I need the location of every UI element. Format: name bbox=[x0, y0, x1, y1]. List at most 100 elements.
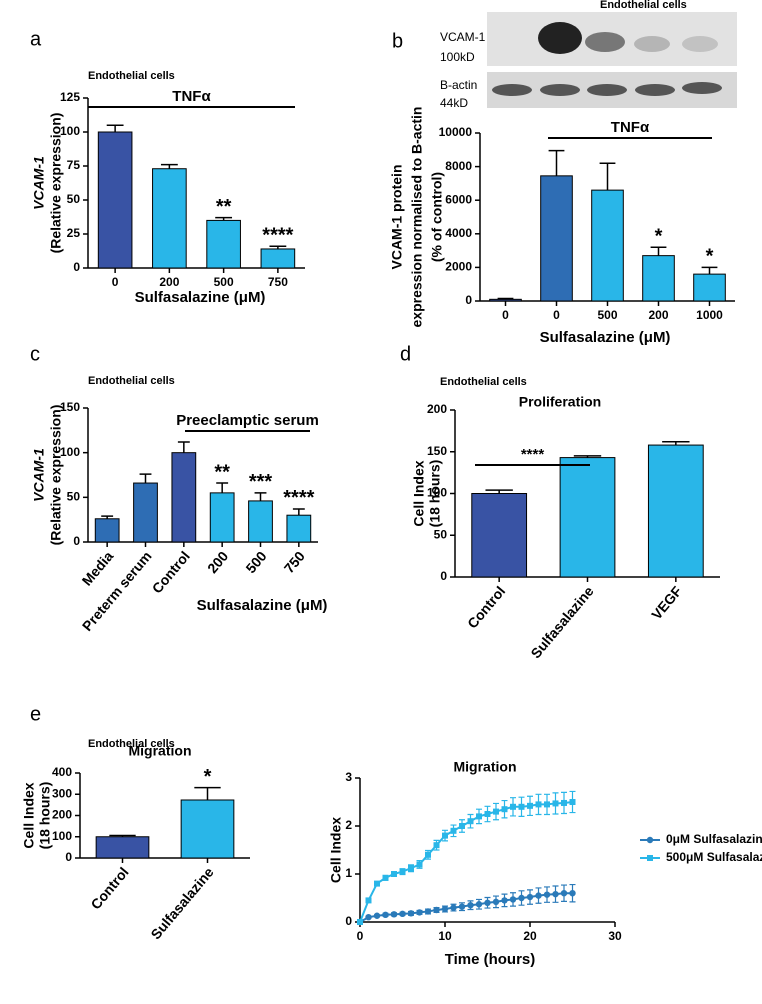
blot-band bbox=[682, 36, 718, 52]
header: Endothelial cells bbox=[88, 738, 175, 750]
y-tick-label: 1 bbox=[345, 866, 352, 880]
blot-band bbox=[587, 84, 627, 96]
point bbox=[552, 890, 559, 898]
blot-band bbox=[538, 22, 582, 54]
panel-label: a bbox=[30, 28, 42, 50]
bar bbox=[471, 493, 528, 578]
x-tick-label: 500 bbox=[597, 308, 617, 322]
blot-label: VCAM-1 bbox=[440, 30, 486, 44]
header: Endothelial cells bbox=[600, 0, 687, 11]
error-bar bbox=[177, 441, 190, 453]
point bbox=[425, 851, 431, 858]
y-axis-label: (Relative expression) bbox=[48, 405, 64, 546]
point bbox=[544, 801, 550, 808]
error-bar bbox=[216, 482, 229, 493]
point bbox=[467, 818, 474, 825]
significance: * bbox=[655, 226, 663, 248]
y-tick-label: 50 bbox=[67, 192, 81, 206]
y-axis-label: Cell Index bbox=[328, 817, 344, 883]
error-bar bbox=[160, 163, 178, 169]
bar bbox=[209, 492, 235, 543]
significance: ** bbox=[216, 196, 232, 218]
point bbox=[569, 890, 576, 897]
y-tick-label: 100 bbox=[60, 124, 80, 138]
y-tick-label: 0 bbox=[440, 569, 447, 583]
y-tick-label: 3 bbox=[345, 770, 352, 784]
point bbox=[484, 899, 491, 906]
bar bbox=[95, 836, 150, 859]
y-axis-label: Cell Index bbox=[21, 782, 37, 848]
x-tick-label: 500 bbox=[242, 548, 269, 576]
x-tick-label: Control bbox=[87, 864, 131, 912]
point bbox=[399, 910, 406, 918]
significance: * bbox=[706, 246, 714, 268]
point bbox=[382, 911, 389, 918]
bar bbox=[248, 500, 273, 543]
error-bar bbox=[292, 508, 305, 516]
x-tick-label: 750 bbox=[268, 275, 288, 289]
error-bar bbox=[573, 455, 602, 458]
panel-label: c bbox=[30, 343, 40, 365]
point bbox=[526, 893, 534, 901]
point bbox=[441, 905, 449, 913]
bar bbox=[206, 219, 241, 269]
y-tick-label: 0 bbox=[73, 534, 80, 548]
bracket-label: Preeclamptic serum bbox=[176, 412, 319, 429]
bracket-label: **** bbox=[521, 446, 545, 463]
point bbox=[458, 903, 466, 910]
error-bar bbox=[254, 492, 267, 501]
y-tick-label: 300 bbox=[52, 786, 72, 800]
x-tick-label: 20 bbox=[523, 929, 537, 943]
blot-band bbox=[682, 82, 722, 94]
point bbox=[433, 842, 440, 849]
bar bbox=[97, 131, 133, 269]
legend-marker bbox=[647, 855, 653, 861]
blot-band bbox=[540, 84, 580, 96]
y-axis-label: VCAM-1 protein bbox=[389, 165, 405, 270]
point bbox=[374, 880, 380, 887]
y-tick-label: 100 bbox=[60, 445, 80, 459]
point bbox=[391, 871, 397, 877]
y-axis-label: (% of control) bbox=[429, 172, 445, 262]
point bbox=[518, 894, 525, 902]
legend-label: 500μM Sulfasalazine bbox=[666, 850, 762, 864]
bar bbox=[94, 518, 120, 543]
legend-marker bbox=[646, 836, 654, 844]
error-bar bbox=[106, 124, 124, 132]
legend-label: 0μM Sulfasalazine bbox=[666, 832, 762, 846]
point bbox=[518, 803, 525, 810]
error-bar bbox=[485, 489, 513, 494]
error-bar bbox=[650, 246, 667, 256]
error-bar bbox=[269, 245, 287, 249]
y-axis-label: expression normalised to B-actin bbox=[409, 107, 425, 328]
point bbox=[569, 799, 576, 805]
point bbox=[560, 890, 568, 897]
point bbox=[357, 919, 363, 925]
point bbox=[365, 897, 372, 904]
y-axis-label: (18 hours) bbox=[37, 782, 53, 850]
y-tick-label: 10000 bbox=[439, 125, 473, 139]
x-tick-label: Preterm serum bbox=[79, 548, 155, 634]
y-axis-label: (Relative expression) bbox=[48, 113, 64, 254]
point bbox=[424, 908, 432, 915]
x-tick-label: Sulfasalazine bbox=[527, 583, 596, 661]
y-tick-label: 100 bbox=[52, 829, 72, 843]
y-tick-label: 8000 bbox=[445, 159, 472, 173]
blot-label: 100kD bbox=[440, 50, 475, 64]
x-axis-label: Sulfasalazine (μM) bbox=[197, 597, 328, 614]
y-axis-label: VCAM-1 bbox=[31, 156, 47, 210]
line bbox=[359, 801, 573, 923]
bar bbox=[647, 444, 704, 578]
x-tick-label: Media bbox=[79, 548, 117, 589]
panel-label: b bbox=[392, 30, 403, 52]
point bbox=[450, 904, 457, 911]
blot-band bbox=[634, 36, 670, 52]
bar bbox=[171, 452, 197, 543]
x-tick-label: 0 bbox=[553, 308, 560, 322]
point bbox=[407, 910, 415, 917]
chart-title: Migration bbox=[129, 743, 192, 759]
bar bbox=[133, 482, 158, 543]
point bbox=[416, 909, 423, 916]
x-tick-label: 30 bbox=[608, 929, 622, 943]
blot-band bbox=[492, 84, 532, 96]
